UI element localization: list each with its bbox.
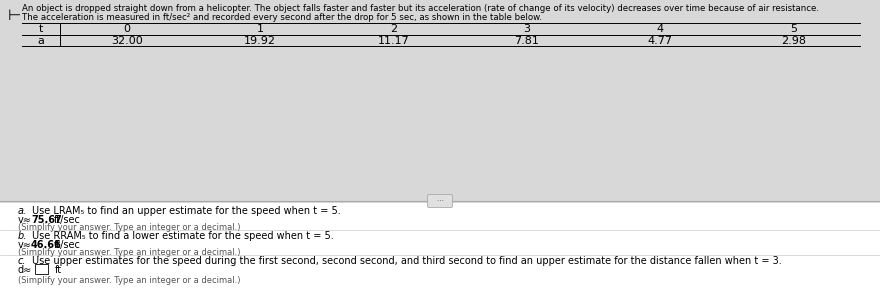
FancyBboxPatch shape bbox=[0, 203, 880, 293]
Text: v≈: v≈ bbox=[18, 240, 32, 250]
Text: 11.17: 11.17 bbox=[378, 35, 409, 45]
FancyBboxPatch shape bbox=[34, 264, 48, 274]
Text: ft/sec: ft/sec bbox=[54, 215, 81, 225]
Text: 4: 4 bbox=[656, 24, 664, 34]
Text: b.: b. bbox=[18, 231, 27, 241]
Text: 32.00: 32.00 bbox=[111, 35, 143, 45]
Text: 1: 1 bbox=[256, 24, 263, 34]
Text: 2.98: 2.98 bbox=[781, 35, 806, 45]
FancyBboxPatch shape bbox=[0, 0, 880, 203]
Text: 7.81: 7.81 bbox=[514, 35, 539, 45]
Text: a.: a. bbox=[18, 206, 27, 216]
Text: Use upper estimates for the speed during the first second, second second, and th: Use upper estimates for the speed during… bbox=[32, 256, 781, 266]
Text: a: a bbox=[38, 35, 44, 45]
Text: ⋯: ⋯ bbox=[436, 198, 444, 204]
Text: 19.92: 19.92 bbox=[244, 35, 276, 45]
Text: t: t bbox=[39, 24, 43, 34]
Text: c.: c. bbox=[18, 256, 26, 266]
Text: 2: 2 bbox=[390, 24, 397, 34]
Text: v≈: v≈ bbox=[18, 215, 32, 225]
Text: 5: 5 bbox=[790, 24, 796, 34]
Text: Use RRAM₅ to find a lower estimate for the speed when t = 5.: Use RRAM₅ to find a lower estimate for t… bbox=[32, 231, 334, 241]
Text: (Simplify your answer. Type an integer or a decimal.): (Simplify your answer. Type an integer o… bbox=[18, 276, 240, 285]
FancyBboxPatch shape bbox=[428, 195, 452, 207]
Text: The acceleration is measured in ft/sec² and recorded every second after the drop: The acceleration is measured in ft/sec² … bbox=[22, 13, 542, 22]
Text: An object is dropped straight down from a helicopter. The object falls faster an: An object is dropped straight down from … bbox=[22, 4, 819, 13]
Text: ft/sec: ft/sec bbox=[54, 240, 81, 250]
Text: (Simplify your answer. Type an integer or a decimal.): (Simplify your answer. Type an integer o… bbox=[18, 248, 240, 257]
Text: 4.77: 4.77 bbox=[648, 35, 672, 45]
Text: (Simplify your answer. Type an integer or a decimal.): (Simplify your answer. Type an integer o… bbox=[18, 223, 240, 232]
Text: 75.67: 75.67 bbox=[31, 215, 62, 225]
Text: $\vdash$: $\vdash$ bbox=[5, 8, 22, 23]
Text: d≈: d≈ bbox=[18, 265, 33, 275]
Text: ft: ft bbox=[55, 265, 62, 275]
Text: 3: 3 bbox=[524, 24, 530, 34]
Text: Use LRAM₅ to find an upper estimate for the speed when t = 5.: Use LRAM₅ to find an upper estimate for … bbox=[32, 206, 341, 216]
Text: 46.66: 46.66 bbox=[31, 240, 62, 250]
Text: 0: 0 bbox=[123, 24, 130, 34]
